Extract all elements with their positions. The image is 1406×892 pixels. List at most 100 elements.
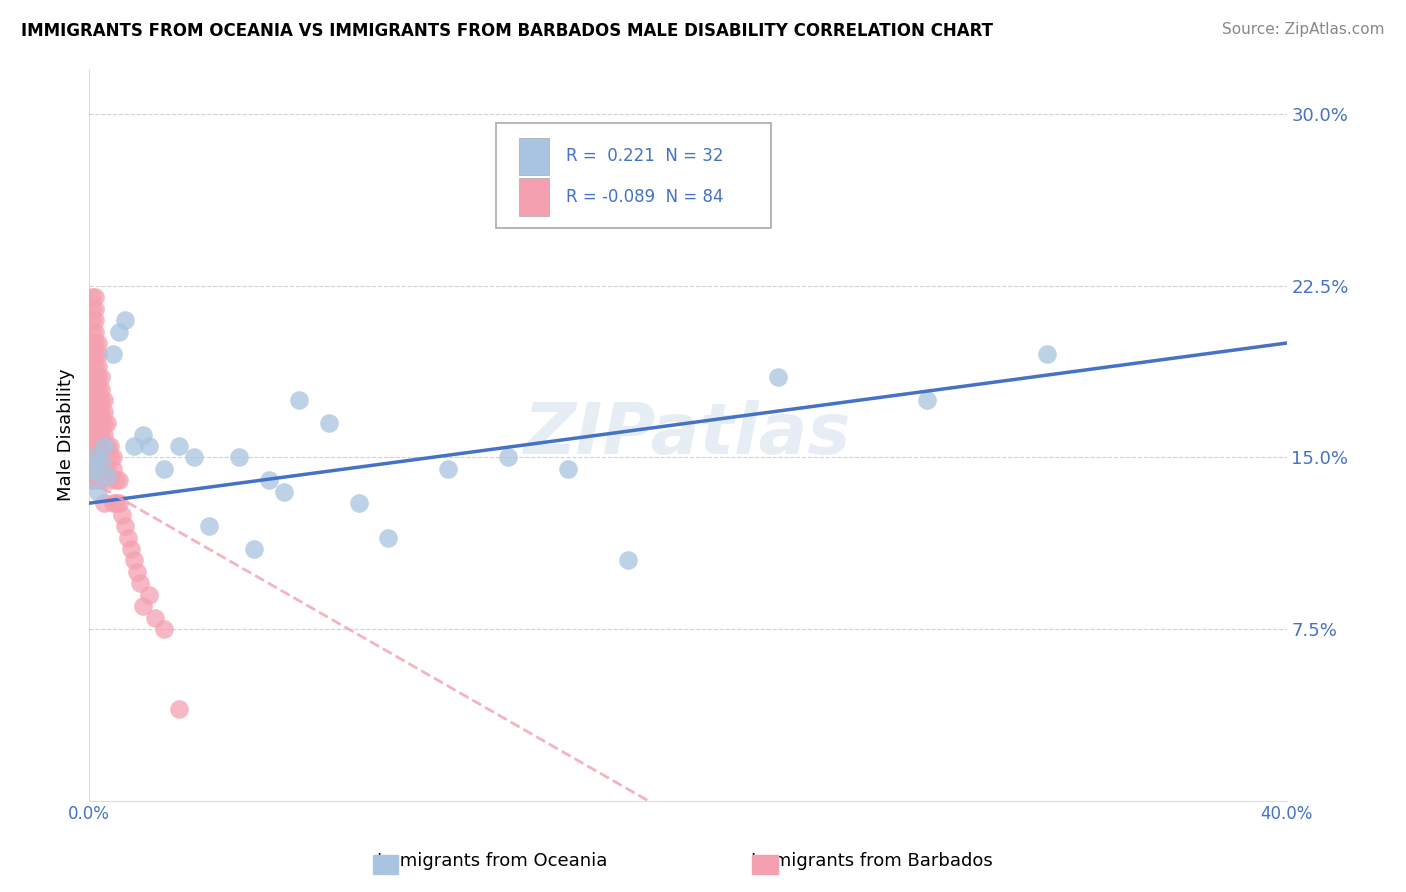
Point: [377, 531, 399, 545]
Point: [347, 496, 370, 510]
Point: [108, 473, 131, 487]
Point: [167, 439, 190, 453]
Point: [98, 439, 121, 453]
Point: [93, 427, 115, 442]
Point: [80, 450, 103, 465]
Point: [101, 347, 124, 361]
Point: [90, 393, 112, 408]
Point: [87, 416, 110, 430]
Point: [96, 462, 118, 476]
Text: R = -0.089  N = 84: R = -0.089 N = 84: [565, 188, 723, 206]
Point: [617, 553, 640, 567]
Point: [228, 450, 250, 465]
Point: [273, 484, 295, 499]
Point: [87, 347, 110, 361]
Point: [101, 462, 124, 476]
Point: [114, 519, 136, 533]
Point: [111, 508, 134, 522]
Point: [80, 301, 103, 316]
Point: [96, 439, 118, 453]
Point: [80, 359, 103, 373]
Point: [153, 622, 176, 636]
Point: [143, 610, 166, 624]
Text: IMMIGRANTS FROM OCEANIA VS IMMIGRANTS FROM BARBADOS MALE DISABILITY CORRELATION : IMMIGRANTS FROM OCEANIA VS IMMIGRANTS FR…: [21, 22, 993, 40]
Point: [98, 450, 121, 465]
Point: [84, 359, 107, 373]
Point: [80, 336, 103, 351]
Point: [87, 336, 110, 351]
Point: [84, 450, 107, 465]
Y-axis label: Male Disability: Male Disability: [58, 368, 75, 501]
Point: [84, 313, 107, 327]
Point: [153, 462, 176, 476]
Point: [84, 290, 107, 304]
Point: [132, 599, 155, 614]
Point: [80, 427, 103, 442]
Point: [96, 416, 118, 430]
Point: [87, 484, 110, 499]
Point: [84, 325, 107, 339]
Point: [257, 473, 280, 487]
Point: [114, 313, 136, 327]
Text: ZIPatlas: ZIPatlas: [524, 401, 852, 469]
Point: [93, 405, 115, 419]
Point: [287, 393, 309, 408]
Point: [90, 405, 112, 419]
Point: [84, 427, 107, 442]
Point: [557, 462, 579, 476]
Point: [87, 382, 110, 396]
Point: [84, 336, 107, 351]
Point: [87, 462, 110, 476]
Point: [80, 473, 103, 487]
Point: [93, 462, 115, 476]
Point: [80, 393, 103, 408]
Point: [84, 382, 107, 396]
Text: Source: ZipAtlas.com: Source: ZipAtlas.com: [1222, 22, 1385, 37]
Point: [84, 347, 107, 361]
Point: [84, 416, 107, 430]
Point: [101, 496, 124, 510]
Point: [1036, 347, 1059, 361]
Text: R =  0.221  N = 32: R = 0.221 N = 32: [565, 147, 723, 166]
Point: [138, 588, 160, 602]
Point: [87, 439, 110, 453]
Text: Immigrants from Oceania: Immigrants from Oceania: [377, 852, 607, 870]
Point: [87, 450, 110, 465]
Point: [132, 427, 155, 442]
Point: [117, 531, 139, 545]
Point: [84, 473, 107, 487]
Point: [84, 405, 107, 419]
Point: [90, 473, 112, 487]
Point: [80, 473, 103, 487]
Point: [98, 473, 121, 487]
Point: [917, 393, 939, 408]
Point: [87, 370, 110, 384]
Point: [108, 496, 131, 510]
Point: [93, 416, 115, 430]
Point: [90, 382, 112, 396]
Point: [93, 439, 115, 453]
Point: [84, 439, 107, 453]
Point: [80, 290, 103, 304]
Point: [87, 427, 110, 442]
Point: [318, 416, 340, 430]
Point: [122, 439, 145, 453]
Point: [93, 496, 115, 510]
Point: [84, 462, 107, 476]
Point: [96, 468, 118, 483]
Point: [242, 541, 264, 556]
Point: [87, 359, 110, 373]
Point: [437, 462, 460, 476]
Point: [80, 370, 103, 384]
Point: [129, 576, 152, 591]
Point: [138, 439, 160, 453]
Point: [496, 450, 519, 465]
Point: [80, 462, 103, 476]
Point: [122, 553, 145, 567]
Point: [167, 702, 190, 716]
Point: [84, 393, 107, 408]
Text: Immigrants from Barbados: Immigrants from Barbados: [751, 852, 993, 870]
Point: [108, 325, 131, 339]
Point: [101, 450, 124, 465]
Point: [80, 382, 103, 396]
